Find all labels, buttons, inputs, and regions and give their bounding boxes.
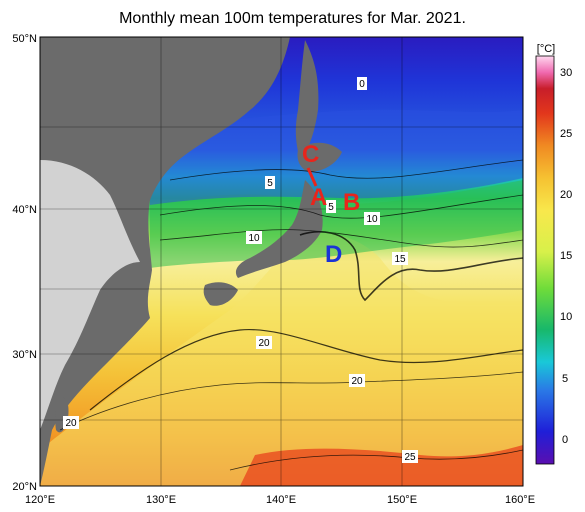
longitude-axis: 120°E 130°E 140°E 150°E 160°E [25, 494, 535, 506]
lon-label-120e: 120°E [25, 494, 55, 506]
map-title: Monthly mean 100m temperatures for Mar. … [119, 10, 466, 27]
colorbar-scale [535, 55, 555, 465]
lat-label-40n: 40°N [12, 204, 37, 216]
colorbar: [°C] 30 25 20 15 10 5 0 [535, 43, 572, 465]
contour-label: 5 [326, 200, 336, 213]
svg-text:10: 10 [366, 214, 378, 225]
colorbar-tick-20: 20 [560, 189, 572, 201]
svg-text:15: 15 [394, 254, 406, 265]
land-sakhalin [295, 40, 319, 160]
svg-text:20: 20 [351, 376, 363, 387]
colorbar-tick-5: 5 [562, 373, 568, 385]
latitude-axis: 50°N 40°N 30°N 20°N [12, 33, 37, 493]
contour-label: 5 [265, 176, 275, 189]
svg-text:20: 20 [258, 338, 270, 349]
contour-label: 10 [246, 231, 262, 244]
land-kyushu [203, 282, 238, 306]
map-frame [39, 36, 524, 487]
marker-b: B [343, 189, 360, 216]
contour-label: 15 [392, 252, 408, 265]
location-markers: C A B D [302, 141, 360, 268]
svg-text:5: 5 [328, 202, 334, 213]
colorbar-ticks: 30 25 20 15 10 5 0 [560, 67, 572, 446]
contour-label: 0 [357, 77, 367, 90]
svg-text:10: 10 [248, 233, 260, 244]
lat-label-20n: 20°N [12, 481, 37, 493]
lon-label-130e: 130°E [146, 494, 176, 506]
graticule [40, 37, 523, 486]
land-honshu [235, 180, 323, 278]
transition-region [150, 180, 523, 268]
colorbar-tick-25: 25 [560, 128, 572, 140]
contour-label: 20 [256, 336, 272, 349]
marker-a: A [310, 184, 327, 211]
svg-text:20: 20 [65, 418, 77, 429]
svg-text:0: 0 [359, 79, 365, 90]
lat-label-30n: 30°N [12, 349, 37, 361]
land-light-region [40, 160, 140, 430]
land-continent [40, 37, 290, 486]
contour-labels: 0 5 5 10 10 15 20 20 20 25 [63, 77, 418, 463]
marker-d: D [325, 241, 342, 268]
colorbar-tick-30: 30 [560, 67, 572, 79]
contour-label: 10 [364, 212, 380, 225]
lon-label-160e: 160°E [505, 494, 535, 506]
lat-label-50n: 50°N [12, 33, 37, 45]
marker-c-pointer [306, 167, 318, 187]
svg-text:25: 25 [404, 452, 416, 463]
land-hokkaido [297, 142, 342, 172]
colorbar-tick-10: 10 [560, 311, 572, 323]
marker-c: C [302, 141, 319, 168]
colorbar-unit: [°C] [537, 43, 555, 55]
svg-text:5: 5 [267, 178, 273, 189]
contour-label: 25 [402, 450, 418, 463]
lon-label-140e: 140°E [266, 494, 296, 506]
colorbar-tick-15: 15 [560, 250, 572, 262]
colorbar-tick-0: 0 [562, 434, 568, 446]
lon-label-150e: 150°E [387, 494, 417, 506]
contour-label: 20 [63, 416, 79, 429]
contour-label: 20 [349, 374, 365, 387]
hot-water-region [240, 445, 523, 486]
